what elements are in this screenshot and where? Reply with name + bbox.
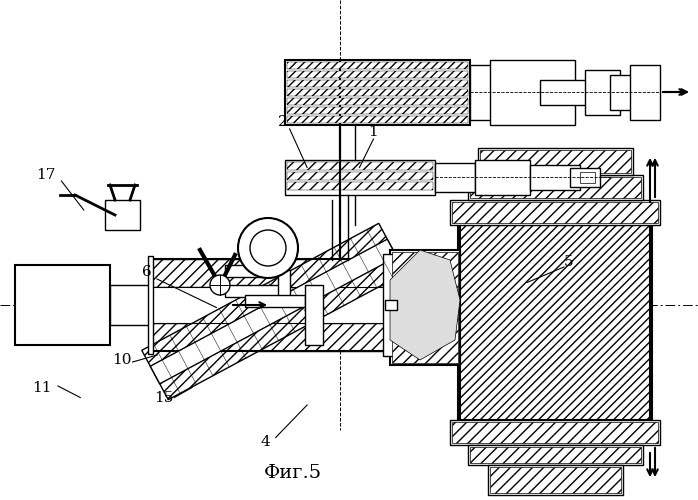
Bar: [392, 252, 458, 363]
Text: 6: 6: [142, 266, 151, 280]
Bar: [450, 200, 660, 225]
Bar: [287, 98, 468, 105]
Bar: [468, 445, 643, 465]
Bar: [470, 447, 641, 463]
Circle shape: [238, 218, 298, 278]
Bar: [452, 202, 658, 223]
Bar: [287, 162, 433, 170]
Bar: [287, 89, 468, 96]
Bar: [287, 182, 433, 190]
Text: 17: 17: [36, 168, 55, 182]
Bar: [610, 75, 640, 110]
Bar: [287, 71, 468, 78]
Text: 15: 15: [154, 390, 174, 404]
Bar: [383, 254, 395, 356]
Bar: [287, 80, 468, 87]
Bar: [150, 287, 390, 323]
Bar: [530, 165, 580, 190]
Bar: [110, 285, 150, 325]
Polygon shape: [390, 250, 460, 360]
Text: 2: 2: [278, 116, 288, 130]
Bar: [452, 422, 658, 443]
Bar: [285, 160, 435, 195]
Bar: [287, 116, 468, 123]
Text: 1: 1: [369, 126, 378, 140]
Text: 10: 10: [112, 353, 132, 367]
Bar: [15, 265, 110, 345]
Bar: [278, 270, 290, 298]
Bar: [480, 150, 631, 173]
Bar: [450, 420, 660, 445]
Bar: [475, 160, 530, 195]
Bar: [390, 250, 460, 365]
Bar: [305, 285, 323, 345]
Text: 5: 5: [564, 256, 574, 270]
Bar: [478, 148, 633, 175]
Bar: [287, 62, 468, 69]
Bar: [435, 163, 475, 192]
Bar: [150, 259, 390, 287]
Bar: [468, 175, 643, 200]
Bar: [488, 465, 623, 495]
Bar: [287, 107, 468, 114]
Bar: [540, 80, 600, 105]
Bar: [570, 168, 600, 187]
Bar: [225, 265, 280, 277]
Bar: [460, 225, 650, 420]
Polygon shape: [150, 239, 396, 384]
Bar: [585, 70, 620, 115]
Bar: [385, 300, 397, 310]
Text: 4: 4: [260, 436, 270, 450]
Bar: [150, 323, 390, 351]
Bar: [458, 223, 652, 422]
Bar: [225, 285, 280, 297]
Circle shape: [210, 275, 230, 295]
Bar: [470, 177, 641, 198]
Bar: [470, 65, 540, 120]
Bar: [285, 60, 470, 125]
Bar: [580, 172, 595, 183]
Bar: [287, 172, 433, 180]
Circle shape: [250, 230, 286, 266]
Bar: [490, 60, 575, 125]
Bar: [105, 200, 140, 230]
Polygon shape: [142, 224, 406, 400]
Text: Фиг.5: Фиг.5: [264, 464, 322, 481]
Text: 11: 11: [32, 380, 52, 394]
Bar: [630, 65, 660, 120]
Bar: [148, 256, 153, 354]
Bar: [490, 467, 621, 493]
Bar: [245, 295, 305, 307]
